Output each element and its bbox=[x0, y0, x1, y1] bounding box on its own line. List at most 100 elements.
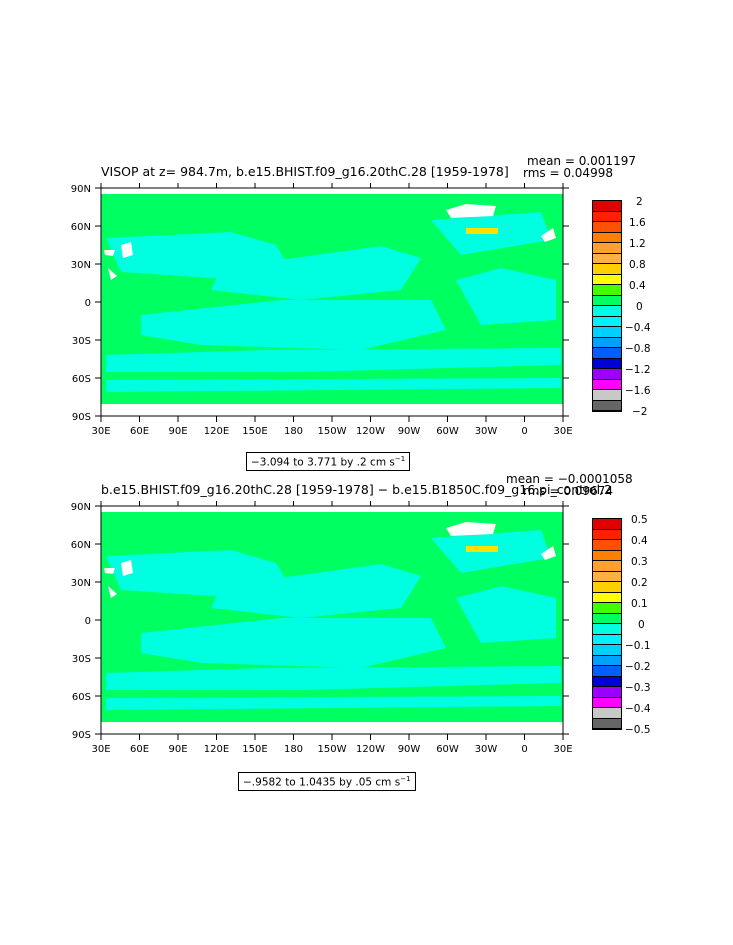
map-panel-2: b.e15.BHIST.f09_g16.20thC.28 [1959-1978]… bbox=[0, 468, 733, 798]
colorbar-cell bbox=[593, 582, 621, 593]
x-tick-label: 60W bbox=[436, 426, 459, 437]
y-tick-label: 60N bbox=[71, 222, 91, 233]
y-tick-label: 90N bbox=[71, 184, 91, 195]
colorbar-cell bbox=[593, 634, 621, 645]
colorbar-cell bbox=[593, 603, 621, 614]
x-tick-label: 60E bbox=[130, 426, 149, 437]
colorbar-label: 0 bbox=[636, 301, 643, 313]
colorbar-label: −0.4 bbox=[625, 703, 651, 715]
panel-2-range-sup: −1 bbox=[400, 775, 411, 783]
panel-1-range-box: −3.094 to 3.771 by .2 cm s−1 bbox=[246, 452, 411, 471]
colorbar-cell bbox=[593, 253, 621, 264]
colorbar-label: 0.1 bbox=[631, 598, 648, 610]
colorbar-cell bbox=[593, 613, 621, 624]
colorbar-label: 0.3 bbox=[631, 556, 648, 568]
colorbar-cell bbox=[593, 687, 621, 698]
colorbar-label: 0.5 bbox=[631, 514, 648, 526]
colorbar-cell bbox=[593, 201, 621, 212]
x-tick-label: 90E bbox=[168, 426, 187, 437]
colorbar-label: 0 bbox=[638, 619, 645, 631]
island-landmass bbox=[104, 568, 115, 574]
panel-2-map: 30E 60E 90E 120E 150E 180 150W 120W 90W 60W 30W 0 30… bbox=[71, 501, 573, 755]
y-tick-label: 60N bbox=[71, 540, 91, 551]
x-tick-label: 30E bbox=[91, 744, 110, 755]
island-landmass bbox=[104, 250, 115, 256]
colorbar-cell bbox=[593, 232, 621, 243]
colorbar-cell bbox=[593, 285, 621, 296]
colorbar-cell bbox=[593, 327, 621, 338]
greenland-landmass bbox=[446, 522, 496, 536]
panel-1-range-sup: −1 bbox=[394, 455, 406, 463]
colorbar-label: −0.1 bbox=[625, 640, 651, 652]
negative-region bbox=[456, 268, 556, 325]
colorbar-cell bbox=[593, 390, 621, 401]
panel-2-mean: mean = −0.0001058 bbox=[506, 472, 633, 486]
x-tick-label: 30E bbox=[553, 744, 572, 755]
x-tick-label: 120E bbox=[204, 744, 229, 755]
negative-region bbox=[106, 348, 561, 372]
panel-1-range-text: −3.094 to 3.771 by .2 cm s bbox=[251, 456, 395, 469]
colorbar-cell bbox=[593, 529, 621, 540]
x-tick-label: 180 bbox=[284, 744, 303, 755]
colorbar-cell bbox=[593, 274, 621, 285]
y-tick-label: 30N bbox=[71, 578, 91, 589]
colorbar-label: 1.2 bbox=[629, 238, 646, 250]
x-tick-label: 150W bbox=[318, 426, 347, 437]
colorbar-label: −0.5 bbox=[625, 724, 651, 736]
y-tick-label: 0 bbox=[85, 616, 91, 627]
greenland-landmass bbox=[446, 204, 496, 218]
colorbar-cell bbox=[593, 222, 621, 233]
island-landmass bbox=[541, 228, 556, 242]
x-tick-label: 30W bbox=[475, 426, 498, 437]
x-tick-label: 120E bbox=[204, 426, 229, 437]
colorbar-cell bbox=[593, 561, 621, 572]
colorbar-label: −1.6 bbox=[625, 385, 651, 397]
x-tick-label: 180 bbox=[284, 426, 303, 437]
panel-2-field bbox=[101, 512, 563, 722]
colorbar-cell bbox=[593, 592, 621, 603]
island-landmass bbox=[121, 242, 133, 258]
colorbar-label: −0.4 bbox=[625, 322, 651, 334]
colorbar-cell bbox=[593, 718, 621, 729]
colorbar-cell bbox=[593, 540, 621, 551]
colorbar-label: 2 bbox=[636, 196, 643, 208]
colorbar-cell bbox=[593, 316, 621, 327]
negative-region bbox=[106, 666, 561, 690]
positive-patch bbox=[466, 546, 498, 552]
panel-1-colorbar bbox=[592, 200, 622, 412]
colorbar-cell bbox=[593, 708, 621, 719]
x-tick-label: 60E bbox=[130, 744, 149, 755]
colorbar-label: −0.2 bbox=[625, 661, 651, 673]
colorbar-label: 0.4 bbox=[629, 280, 646, 292]
colorbar-cell bbox=[593, 666, 621, 677]
y-tick-label: 90S bbox=[72, 412, 91, 423]
island-landmass bbox=[108, 268, 117, 280]
colorbar-cell bbox=[593, 358, 621, 369]
colorbar-cell bbox=[593, 379, 621, 390]
colorbar-label: −0.3 bbox=[625, 682, 651, 694]
colorbar-cell bbox=[593, 243, 621, 254]
x-tick-label: 150E bbox=[242, 744, 267, 755]
colorbar-cell bbox=[593, 519, 621, 530]
colorbar-cell bbox=[593, 676, 621, 687]
colorbar-label: −0.8 bbox=[625, 343, 651, 355]
y-tick-label: 30S bbox=[72, 336, 91, 347]
colorbar-cell bbox=[593, 571, 621, 582]
panel-2-colorbar bbox=[592, 518, 622, 730]
x-tick-label: 150W bbox=[318, 744, 347, 755]
panel-2-range-text: −.9582 to 1.0435 by .05 cm s bbox=[243, 776, 401, 789]
negative-region bbox=[211, 246, 421, 300]
colorbar-label: 0.8 bbox=[629, 259, 646, 271]
panel-1-field bbox=[101, 194, 563, 404]
negative-region bbox=[106, 696, 561, 710]
y-tick-label: 60S bbox=[72, 692, 91, 703]
panel-2-rms: rms = 0.09674 bbox=[523, 484, 613, 498]
x-tick-label: 0 bbox=[521, 744, 527, 755]
panel-1-mean: mean = 0.001197 bbox=[527, 154, 636, 168]
colorbar-cell bbox=[593, 400, 621, 411]
colorbar-cell bbox=[593, 697, 621, 708]
y-tick-label: 90S bbox=[72, 730, 91, 741]
colorbar-cell bbox=[593, 306, 621, 317]
map-panel-1: VISOP at z= 984.7m, b.e15.BHIST.f09_g16.… bbox=[0, 150, 733, 480]
negative-region bbox=[211, 564, 421, 618]
